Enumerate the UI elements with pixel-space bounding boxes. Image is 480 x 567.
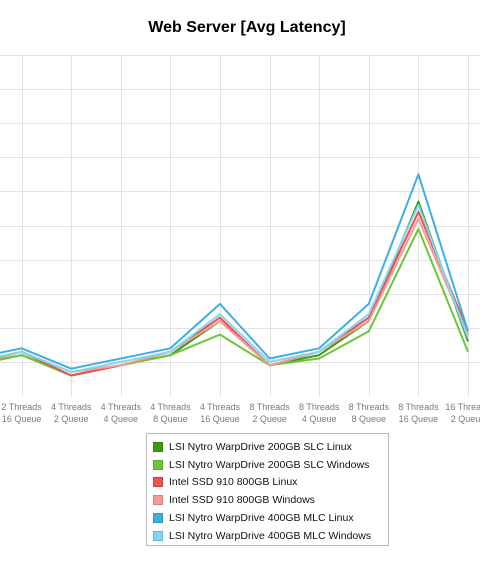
x-tick-label: 4 Threads 8 Queue	[150, 402, 191, 424]
x-tick-label: 8 Threads 8 Queue	[349, 402, 390, 424]
series-line-5	[0, 173, 469, 370]
series-line-6	[0, 204, 469, 374]
legend-swatch	[153, 495, 163, 506]
legend-swatch	[153, 530, 163, 541]
series-line-4	[0, 217, 469, 374]
legend-item[interactable]: LSI Nytro WarpDrive 200GB SLC Windows	[153, 456, 388, 474]
x-tick-label: 8 Threads 4 Queue	[299, 402, 340, 424]
legend-swatch	[153, 477, 163, 488]
series-line-2	[0, 227, 469, 377]
legend-swatch	[153, 441, 163, 452]
series-lines	[0, 173, 469, 377]
x-tick-label: 8 Threads 2 Queue	[249, 402, 290, 424]
legend-item[interactable]: LSI Nytro WarpDrive 400GB MLC Linux	[153, 509, 388, 527]
legend-item[interactable]: Intel SSD 910 800GB Linux	[153, 474, 388, 492]
x-tick-label: 4 Threads 16 Queue	[200, 402, 241, 424]
legend-label: LSI Nytro WarpDrive 200GB SLC Windows	[169, 458, 370, 471]
legend-swatch	[153, 513, 163, 524]
x-tick-label: 4 Threads 2 Queue	[51, 402, 92, 424]
x-tick-label: 2 Threads 16 Queue	[1, 402, 42, 424]
legend-item[interactable]: LSI Nytro WarpDrive 200GB SLC Linux	[153, 438, 388, 456]
legend: LSI Nytro WarpDrive 200GB SLC Linux LSI N…	[146, 433, 389, 546]
x-tick-label: 4 Threads 4 Queue	[101, 402, 142, 424]
legend-label: Intel SSD 910 800GB Linux	[169, 476, 298, 489]
legend-item[interactable]: LSI Nytro WarpDrive 400GB MLC Windows	[153, 527, 388, 545]
legend-label: LSI Nytro WarpDrive 200GB SLC Linux	[169, 440, 352, 453]
legend-label: Intel SSD 910 800GB Windows	[169, 494, 315, 507]
chart-title: Web Server [Avg Latency]	[148, 19, 346, 36]
grid	[0, 55, 480, 396]
legend-label: LSI Nytro WarpDrive 400GB MLC Linux	[169, 512, 354, 525]
x-tick-label: 8 Threads 16 Queue	[398, 402, 439, 424]
legend-swatch	[153, 459, 163, 470]
legend-item[interactable]: Intel SSD 910 800GB Windows	[153, 491, 388, 509]
series-line-3	[0, 210, 469, 377]
legend-label: LSI Nytro WarpDrive 400GB MLC Windows	[169, 529, 372, 542]
